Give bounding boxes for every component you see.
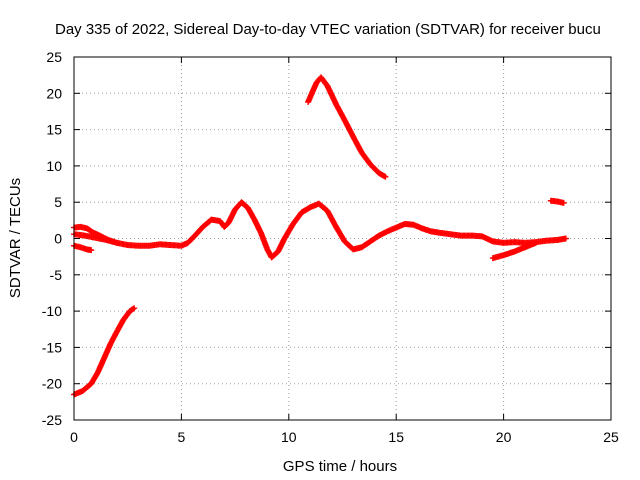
y-tick-label: -15: [42, 339, 62, 355]
y-tick-label: -5: [50, 267, 63, 283]
data-point-early-branch: [113, 239, 120, 246]
y-tick-label: -25: [42, 412, 62, 428]
data-point-low-curve: [131, 305, 138, 312]
x-tick-label: 25: [603, 429, 619, 445]
chart-title: Day 335 of 2022, Sidereal Day-to-day VTE…: [55, 21, 601, 38]
data-point-main-trace: [562, 235, 569, 242]
x-tick-label: 15: [388, 429, 404, 445]
y-tick-label: -10: [42, 303, 62, 319]
x-tick-label: 0: [70, 429, 78, 445]
y-tick-label: -20: [42, 376, 62, 392]
data-point-early-low: [88, 247, 95, 254]
data-point-late-low: [532, 239, 539, 246]
y-tick-label: 20: [46, 85, 62, 101]
y-tick-label: 25: [46, 49, 62, 65]
y-tick-label: 15: [46, 122, 62, 138]
x-tick-label: 20: [496, 429, 512, 445]
data-points: [71, 74, 569, 398]
x-tick-label: 5: [178, 429, 186, 445]
axis-ticks: 0 5 10 15 20 25 -25 -20 -15 -10 -5 0 5 10 15 20 25: [42, 49, 619, 445]
y-tick-label: 10: [46, 158, 62, 174]
x-tick-label: 10: [281, 429, 297, 445]
y-tick-label: 5: [54, 194, 62, 210]
y-tick-label: 0: [54, 231, 62, 247]
data-point-low-curve: [130, 305, 137, 312]
data-point-late-upper: [560, 199, 567, 206]
x-axis-label: GPS time / hours: [283, 458, 397, 475]
y-axis-label: SDTVAR / TECUs: [7, 178, 24, 298]
data-point-upper-arc: [382, 173, 389, 180]
